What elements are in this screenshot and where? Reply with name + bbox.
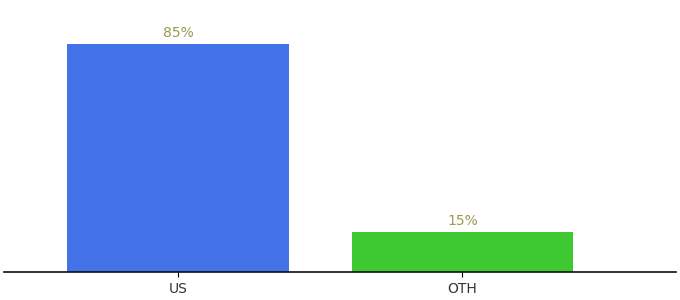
Bar	[67, 44, 288, 272]
Text: 85%: 85%	[163, 26, 193, 40]
Bar	[352, 232, 573, 272]
Text: 15%: 15%	[447, 214, 478, 228]
